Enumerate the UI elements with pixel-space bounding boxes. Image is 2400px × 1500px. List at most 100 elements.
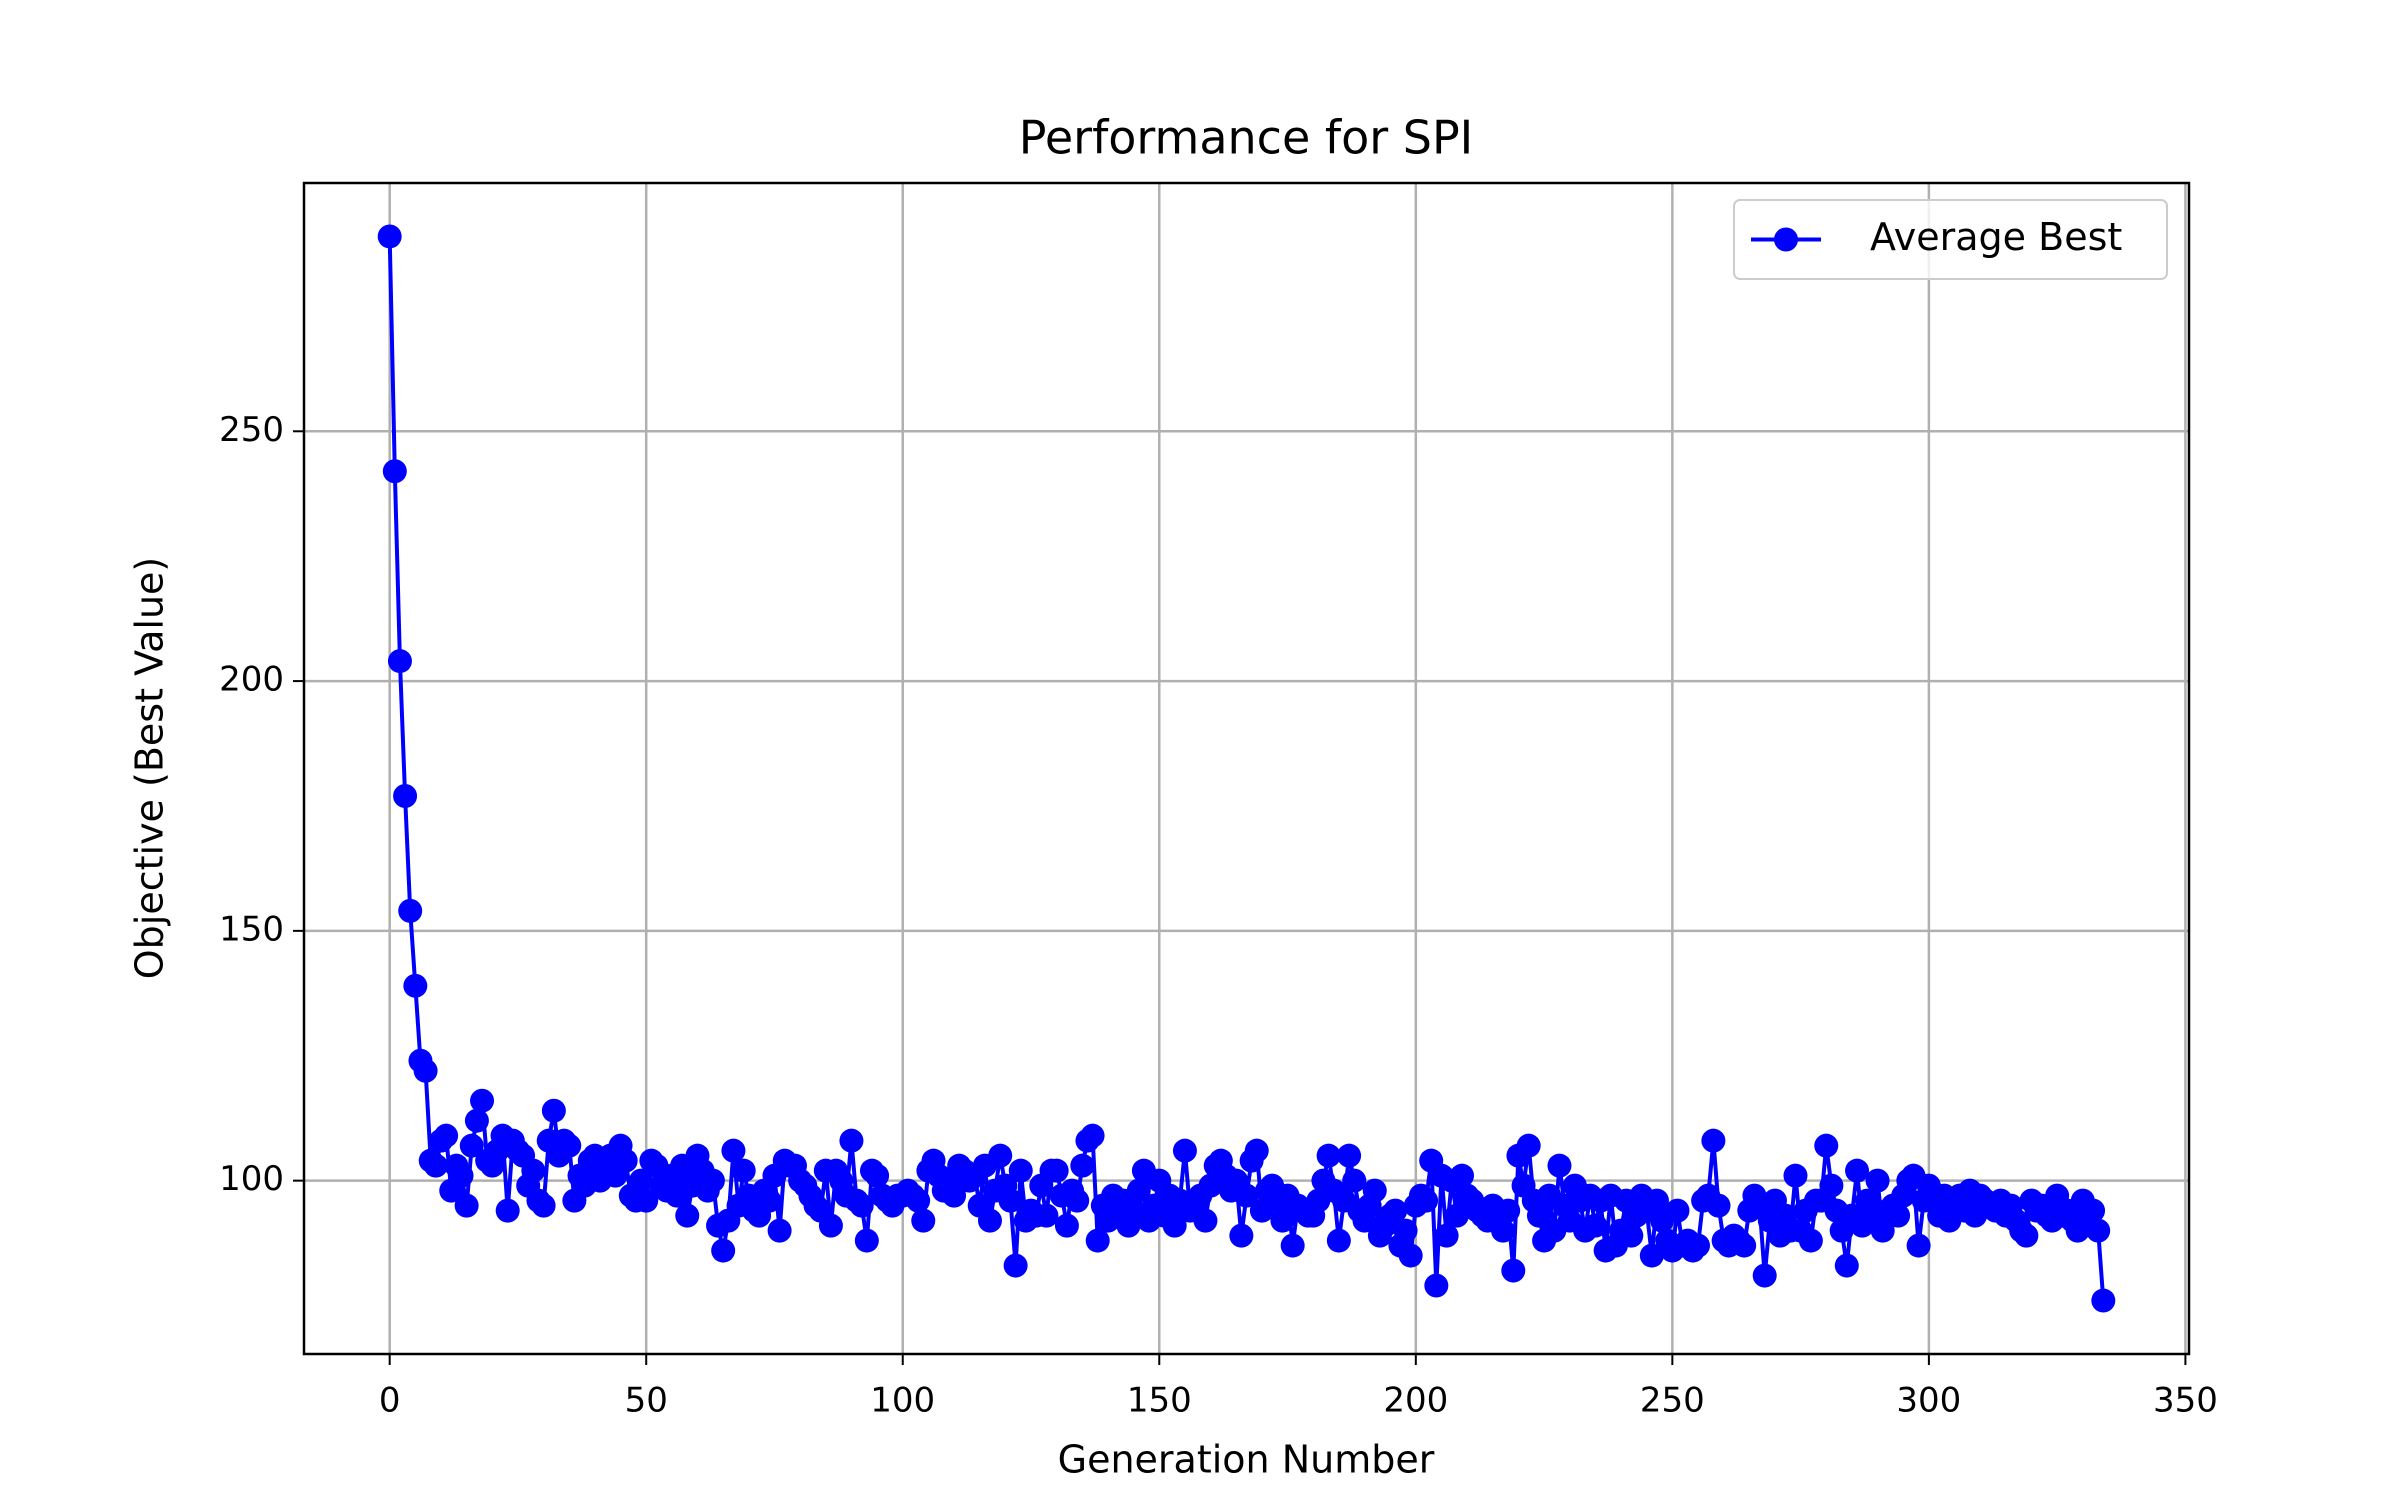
- data-point: [1414, 1188, 1439, 1213]
- data-point: [541, 1098, 566, 1123]
- data-point: [613, 1148, 638, 1173]
- data-point: [1054, 1213, 1079, 1238]
- data-point: [1516, 1133, 1541, 1158]
- data-point: [629, 1168, 654, 1193]
- data-point: [1619, 1223, 1644, 1248]
- data-point: [721, 1138, 746, 1163]
- data-point: [1008, 1158, 1033, 1183]
- data-point: [818, 1213, 843, 1238]
- data-point: [1244, 1138, 1269, 1163]
- data-point: [1003, 1253, 1028, 1278]
- x-tick-label: 350: [2153, 1381, 2218, 1421]
- data-point: [865, 1163, 890, 1188]
- data-point: [634, 1188, 659, 1213]
- data-point: [1526, 1203, 1551, 1228]
- x-axis-label: Generation Number: [1058, 1438, 1435, 1482]
- data-point: [839, 1128, 864, 1153]
- data-point: [942, 1183, 967, 1208]
- legend: Average Best: [1733, 199, 2168, 280]
- data-point: [1383, 1198, 1408, 1223]
- data-point: [1501, 1258, 1526, 1283]
- data-point: [1342, 1168, 1367, 1193]
- data-point: [521, 1158, 546, 1183]
- data-point: [423, 1153, 448, 1178]
- data-point: [470, 1088, 495, 1113]
- data-point: [757, 1188, 782, 1213]
- data-point: [403, 973, 428, 998]
- x-tick-label: 0: [379, 1381, 401, 1421]
- data-point: [1126, 1178, 1151, 1203]
- x-tick-label: 300: [1896, 1381, 1961, 1421]
- data-point: [387, 649, 412, 674]
- legend-box: [1733, 199, 2168, 280]
- data-point: [906, 1188, 931, 1213]
- data-point: [1834, 1253, 1859, 1278]
- data-point: [675, 1203, 700, 1228]
- data-point: [1034, 1203, 1059, 1228]
- data-point: [1732, 1233, 1757, 1258]
- data-point: [557, 1133, 582, 1158]
- legend-label: Average Best: [1870, 215, 2122, 259]
- x-tick-label: 50: [625, 1381, 668, 1421]
- data-point: [1044, 1158, 1069, 1183]
- data-point: [1234, 1183, 1259, 1208]
- data-point: [2081, 1198, 2106, 1223]
- data-point: [1685, 1233, 1710, 1258]
- data-point: [1583, 1213, 1608, 1238]
- data-point: [711, 1238, 736, 1263]
- x-tick-label: 200: [1383, 1381, 1448, 1421]
- data-point: [1491, 1218, 1516, 1243]
- data-point: [1398, 1243, 1423, 1268]
- data-point: [1337, 1143, 1362, 1168]
- data-point: [1639, 1243, 1664, 1268]
- data-point: [1870, 1218, 1895, 1243]
- x-tick-label: 100: [870, 1381, 935, 1421]
- data-point: [459, 1133, 484, 1158]
- data-point: [1162, 1213, 1187, 1238]
- data-point: [1444, 1203, 1469, 1228]
- data-point: [1326, 1228, 1351, 1253]
- data-point: [1065, 1188, 1090, 1213]
- data-point: [1798, 1228, 1823, 1253]
- data-point: [1496, 1198, 1521, 1223]
- data-point: [1424, 1273, 1449, 1298]
- y-axis-label: Objective (Best Value): [128, 557, 172, 980]
- data-point: [2086, 1218, 2111, 1243]
- data-point: [434, 1123, 459, 1148]
- data-point: [377, 224, 402, 249]
- data-point: [849, 1193, 874, 1218]
- y-tick-label: 100: [219, 1159, 284, 1199]
- data-point: [1270, 1208, 1295, 1233]
- data-point: [398, 898, 423, 923]
- data-point: [464, 1108, 489, 1133]
- data-point: [854, 1228, 879, 1253]
- data-point: [1193, 1208, 1218, 1233]
- legend-marker: [1774, 227, 1798, 252]
- data-point: [449, 1163, 474, 1188]
- data-point: [1070, 1153, 1095, 1178]
- y-tick-label: 250: [219, 410, 284, 450]
- data-point: [1547, 1153, 1572, 1178]
- data-point: [1362, 1178, 1387, 1203]
- data-point: [531, 1193, 556, 1218]
- chart-title: Performance for SPI: [1019, 111, 1474, 165]
- data-point: [1229, 1223, 1254, 1248]
- data-point: [988, 1143, 1013, 1168]
- x-tick-label: 250: [1640, 1381, 1705, 1421]
- y-tick-label: 200: [219, 660, 284, 700]
- data-point: [1316, 1143, 1341, 1168]
- data-point: [413, 1058, 438, 1083]
- plot-frame: [302, 181, 2191, 1356]
- data-point: [1814, 1133, 1839, 1158]
- data-point: [1434, 1223, 1459, 1248]
- data-point: [495, 1198, 520, 1223]
- data-point: [2014, 1223, 2039, 1248]
- data-point: [1752, 1263, 1777, 1288]
- data-point: [1280, 1233, 1305, 1258]
- data-point: [1906, 1233, 1931, 1258]
- data-point: [1706, 1193, 1731, 1218]
- data-point: [767, 1218, 792, 1243]
- data-point: [1644, 1188, 1669, 1213]
